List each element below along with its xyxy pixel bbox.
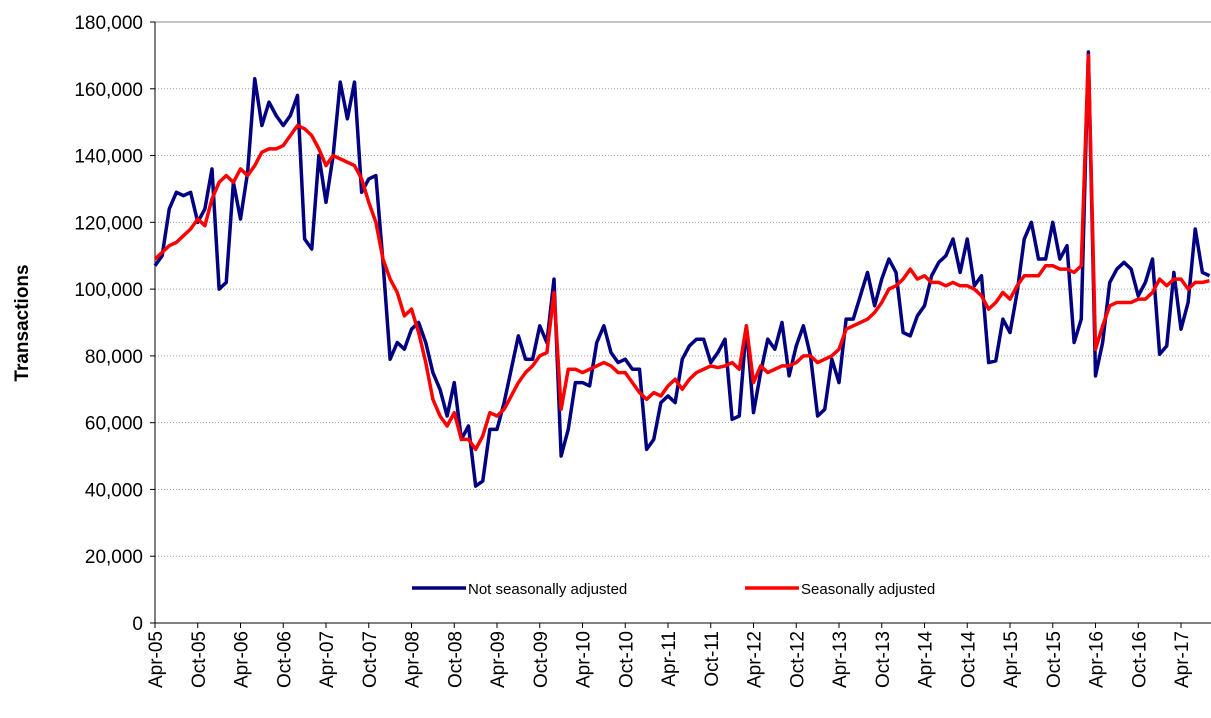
series-line [153, 50, 1211, 488]
x-tick-label: Apr-11 [659, 631, 680, 687]
x-tick-label: Apr-15 [1001, 631, 1022, 688]
x-tick-label: Apr-14 [916, 631, 937, 688]
x-tick-label: Apr-05 [146, 631, 167, 688]
y-tick-label: 160,000 [74, 80, 143, 101]
y-tick-label: 0 [132, 614, 143, 635]
x-tick-label: Apr-06 [232, 631, 253, 688]
x-tick-label: Apr-10 [574, 631, 595, 688]
x-tick-label: Oct-09 [531, 631, 552, 688]
legend-label: Seasonally adjusted [801, 581, 935, 598]
y-tick-label: 80,000 [85, 347, 143, 368]
x-tick-label: Oct-16 [1129, 631, 1150, 688]
x-tick-label: Oct-10 [616, 631, 637, 688]
y-tick-label: 100,000 [74, 280, 143, 301]
x-tick-label: Oct-12 [787, 631, 808, 688]
y-tick-label: 140,000 [74, 147, 143, 168]
x-tick-label: Oct-13 [873, 631, 894, 688]
series-line [153, 53, 1210, 452]
legend-label: Not seasonally adjusted [468, 581, 627, 598]
x-tick-label: Apr-13 [830, 631, 851, 688]
x-tick-label: Apr-12 [745, 631, 766, 688]
x-tick-label: Apr-07 [317, 631, 338, 688]
y-tick-label: 180,000 [74, 13, 143, 34]
x-tick-label: Apr-08 [403, 631, 424, 688]
y-tick-label: 40,000 [85, 480, 143, 501]
y-tick-label: 120,000 [74, 213, 143, 234]
x-tick-label: Apr-17 [1172, 631, 1193, 688]
x-tick-label: Oct-07 [360, 631, 381, 688]
x-tick-label: Oct-15 [1044, 631, 1065, 688]
x-tick-label: Oct-14 [958, 631, 979, 688]
x-tick-label: Oct-05 [189, 631, 210, 688]
x-tick-label: Oct-08 [445, 631, 466, 688]
y-axis-title: Transactions [12, 264, 33, 381]
y-tick-label: 20,000 [85, 547, 143, 568]
x-tick-label: Oct-11 [702, 631, 723, 687]
x-tick-label: Apr-09 [488, 631, 509, 688]
x-tick-label: Apr-16 [1087, 631, 1108, 688]
y-tick-label: 60,000 [85, 414, 143, 435]
x-tick-label: Oct-06 [274, 631, 295, 688]
